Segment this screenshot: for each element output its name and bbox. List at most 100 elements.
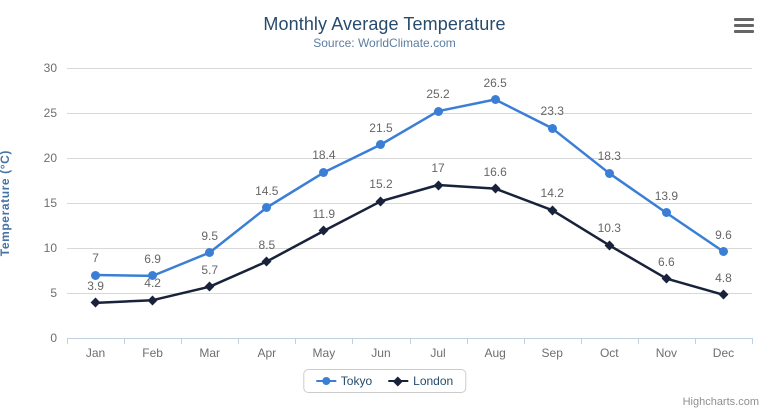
data-label-london-apr: 8.5 [258,237,276,252]
x-axis-tick-mark [124,338,126,344]
legend-label: London [413,374,454,388]
legend-label: Tokyo [340,374,373,388]
legend-symbol-diamond-icon [388,376,409,386]
legend-item-tokyo[interactable]: Tokyo [315,374,373,388]
data-label-tokyo-may: 18.4 [312,148,336,163]
data-label-tokyo-jul: 25.2 [426,87,450,102]
credits-label[interactable]: Highcharts.com [682,396,759,408]
data-point-tokyo-jul[interactable] [433,106,443,116]
data-point-tokyo-jun[interactable] [376,140,386,149]
y-axis-tick-label: 15 [43,196,57,210]
data-point-tokyo-jan[interactable] [91,270,101,280]
x-axis-tick-label: May [312,346,336,360]
y-axis-tick-label: 5 [50,286,57,300]
legend-symbol-circle-icon [315,376,336,386]
data-label-london-dec: 4.8 [715,270,732,285]
data-label-tokyo-nov: 13.9 [654,188,679,203]
x-axis-tick-label: Apr [257,346,277,360]
data-point-tokyo-sep[interactable] [547,123,557,133]
x-axis-tick-mark [67,338,68,344]
x-axis-tick-mark [409,338,411,344]
legend-item-london[interactable]: London [388,374,453,388]
data-point-london-jan[interactable] [90,297,101,308]
hamburger-bar-3 [734,30,754,33]
y-axis-tick-label: 20 [43,151,57,165]
data-point-london-sep[interactable] [547,205,558,216]
x-axis-tick-label: Jul [430,346,446,360]
data-label-tokyo-jan: 7 [92,251,99,265]
gridline [67,68,752,69]
data-label-london-mar: 5.7 [201,262,219,277]
chart-subtitle: Source: WorldClimate.com [313,36,456,50]
data-point-tokyo-mar[interactable] [205,248,215,257]
gridline [67,248,752,249]
data-point-tokyo-feb[interactable] [148,271,158,281]
data-label-tokyo-feb: 6.9 [144,251,161,266]
data-point-tokyo-aug[interactable] [490,95,500,104]
x-axis-tick-mark [752,338,753,344]
x-axis-tick-mark [580,338,582,344]
gridline [67,158,752,159]
data-label-tokyo-oct: 18.3 [597,149,621,164]
x-axis-tick-label: Oct [599,346,619,360]
y-axis-tick-label: 0 [50,331,57,345]
data-label-london-sep: 14.2 [540,186,564,201]
data-label-london-feb: 4.2 [144,276,161,291]
data-point-london-may[interactable] [318,225,329,236]
x-axis-tick-mark [637,338,639,344]
x-axis-tick-label: Jan [85,346,106,360]
gridline [67,203,752,204]
data-label-tokyo-mar: 9.5 [201,228,219,243]
x-axis-tick-mark [523,338,525,344]
x-axis-tick-mark [238,338,240,344]
hamburger-bar-2 [734,24,754,27]
x-axis-tick-mark [466,338,468,344]
gridline [67,293,752,294]
x-axis-tick-label: Aug [484,346,506,360]
y-axis-title: Temperature (°C) [0,150,12,257]
y-axis-tick-label: 25 [43,106,57,120]
data-point-london-nov[interactable] [661,273,672,284]
data-label-london-jul: 17 [431,161,445,175]
x-axis-tick-label: Dec [712,346,735,360]
data-point-london-jul[interactable] [433,180,443,190]
data-point-tokyo-apr[interactable] [262,203,272,212]
x-axis-tick-mark [694,338,696,344]
data-point-london-apr[interactable] [261,256,272,267]
data-point-london-mar[interactable] [204,281,215,292]
x-axis-tick-label: Feb [142,346,163,360]
x-axis-tick-mark [181,338,183,344]
data-label-london-jun: 15.2 [369,177,393,192]
y-axis-tick-label: 30 [43,61,57,75]
data-label-tokyo-apr: 14.5 [255,183,279,198]
data-point-london-jun[interactable] [376,196,386,207]
data-label-london-may: 11.9 [312,206,336,221]
data-point-tokyo-may[interactable] [319,167,329,177]
chart-title: Monthly Average Temperature [263,14,506,34]
x-axis-tick-mark [352,338,354,344]
y-axis-tick-label: 10 [43,241,57,255]
x-axis-tick-label: Jun [371,346,391,360]
x-axis-tick-label: Sep [541,346,563,360]
x-axis-tick-mark [295,338,297,344]
data-point-london-aug[interactable] [490,183,501,194]
x-axis-tick-label: Mar [199,346,221,360]
hamburger-menu-icon[interactable] [731,14,757,36]
data-label-london-oct: 10.3 [597,221,621,236]
x-axis-tick-label: Nov [655,346,678,360]
data-point-tokyo-oct[interactable] [604,168,614,178]
data-point-london-feb[interactable] [147,295,158,306]
data-point-london-dec[interactable] [718,289,729,300]
legend: Tokyo London [302,369,467,393]
data-point-tokyo-dec[interactable] [718,247,728,257]
data-label-tokyo-sep: 23.3 [540,104,564,119]
data-point-tokyo-nov[interactable] [661,208,671,218]
data-label-london-nov: 6.6 [658,254,675,269]
gridline [67,113,752,114]
data-label-london-jan: 3.9 [87,278,104,293]
data-label-tokyo-aug: 26.5 [483,75,507,90]
data-label-london-aug: 16.6 [483,164,507,179]
hamburger-bar-1 [734,18,754,21]
data-label-tokyo-dec: 9.6 [715,227,732,242]
